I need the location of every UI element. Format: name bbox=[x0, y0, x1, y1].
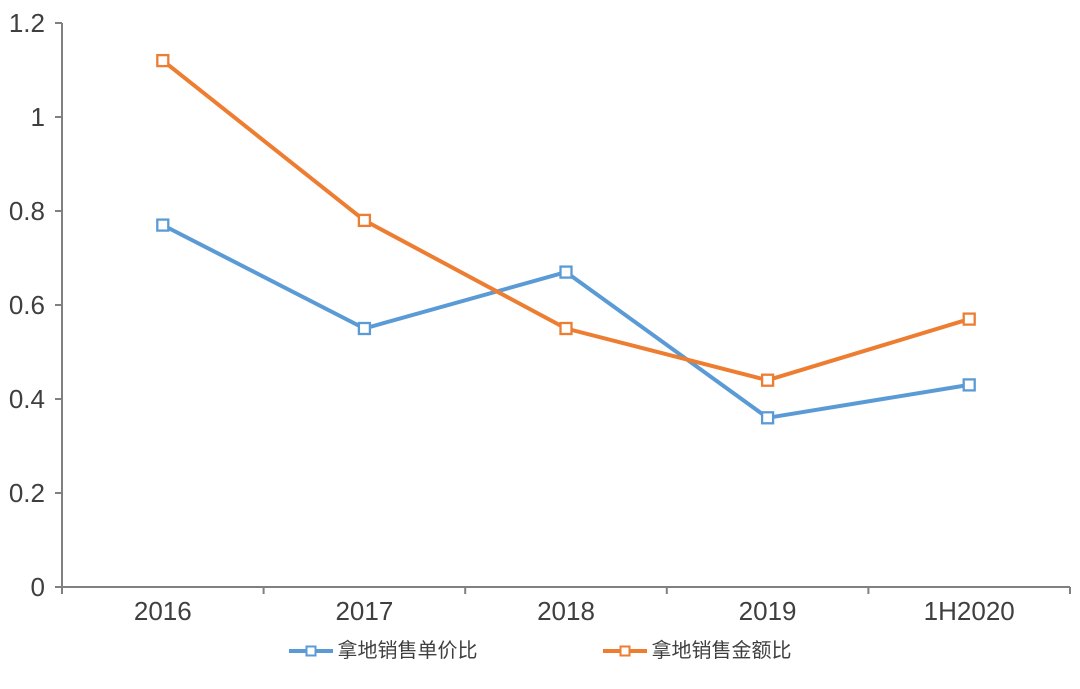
y-tick-label: 0.4 bbox=[9, 384, 45, 414]
y-tick-label: 0.6 bbox=[9, 290, 45, 320]
legend-label: 拿地销售单价比 bbox=[337, 640, 478, 662]
legend-item-land-sales-unit-price-ratio: 拿地销售单价比 bbox=[288, 640, 478, 662]
legend-line-marker-icon bbox=[602, 649, 647, 653]
legend-line-marker-icon bbox=[288, 649, 333, 653]
legend: 拿地销售单价比 拿地销售金额比 bbox=[0, 641, 1080, 661]
land-sales-unit-price-ratio-marker bbox=[357, 321, 372, 336]
land-sales-amount-ratio-marker bbox=[962, 312, 976, 326]
y-tick-label: 1.2 bbox=[9, 8, 45, 38]
x-axis-label: 2017 bbox=[335, 596, 393, 626]
legend-item-land-sales-amount-ratio: 拿地销售金额比 bbox=[602, 640, 792, 662]
land-sales-unit-price-ratio-marker bbox=[156, 218, 170, 232]
plot-area: 0 0.2 0.4 0.6 0.8 1 1.2 2016 2017 2018 2019 1H2020 bbox=[9, 8, 1071, 626]
land-sales-amount-ratio-marker bbox=[559, 321, 573, 336]
land-sales-unit-price-ratio-marker bbox=[559, 265, 573, 279]
legend-label: 拿地销售金额比 bbox=[651, 640, 792, 662]
y-tick-label: 0.2 bbox=[9, 478, 45, 508]
land-sales-unit-price-ratio-line bbox=[160, 223, 972, 420]
x-axis-label: 1H2020 bbox=[924, 596, 1015, 626]
x-axis-label: 2016 bbox=[134, 596, 192, 626]
land-sales-amount-ratio-marker bbox=[760, 373, 775, 387]
land-sales-unit-price-ratio-marker bbox=[962, 378, 976, 392]
y-tick-label: 0.8 bbox=[9, 196, 45, 226]
y-tick-label: 1 bbox=[31, 102, 45, 132]
x-axis-label: 2018 bbox=[537, 596, 595, 626]
y-tick-label: 0 bbox=[31, 572, 45, 602]
x-axis-label: 2019 bbox=[739, 596, 797, 626]
land-sales-amount-ratio-marker bbox=[357, 213, 372, 228]
land-sales-amount-ratio-marker bbox=[156, 53, 170, 68]
land-sales-unit-price-ratio-marker bbox=[760, 411, 775, 425]
